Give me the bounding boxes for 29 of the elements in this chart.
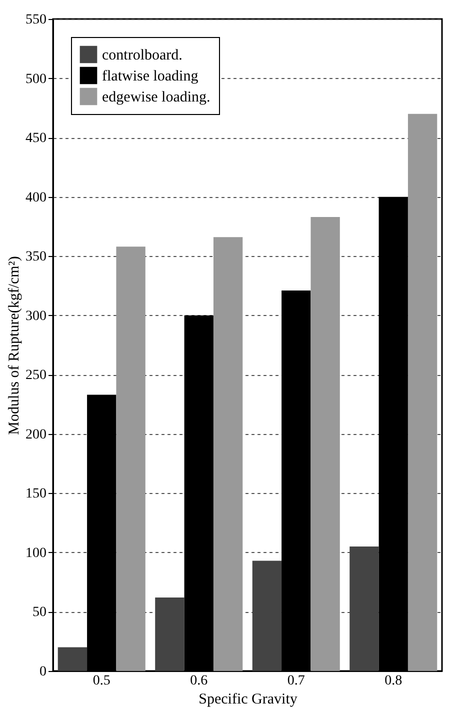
bar: [408, 114, 438, 671]
legend-label: edgewise loading.: [102, 90, 210, 106]
y-tick-label: 200: [26, 427, 46, 442]
x-tick-label: 0.7: [287, 674, 305, 688]
y-tick-label: 450: [26, 131, 46, 146]
x-tick-label: 0.8: [384, 674, 402, 688]
y-tick-label: 500: [26, 72, 46, 87]
y-tick-label: 0: [40, 664, 46, 680]
y-tick-label: 300: [26, 308, 46, 324]
bar: [58, 647, 88, 671]
legend-label: controlboard.: [102, 48, 182, 64]
bar: [310, 216, 340, 671]
y-tick-label: 150: [26, 486, 46, 502]
bar: [116, 246, 146, 671]
legend-label: flatwise loading: [102, 68, 199, 84]
y-tick-label: 550: [26, 12, 46, 28]
bar: [213, 237, 243, 671]
x-axis-title: Specific Gravity: [198, 692, 298, 708]
bar: [252, 560, 282, 671]
y-tick-label: 50: [32, 605, 46, 620]
y-tick-label: 250: [26, 368, 46, 384]
y-tick-label: 350: [26, 250, 46, 265]
x-tick-label: 0.5: [92, 674, 110, 688]
bar: [350, 546, 379, 671]
bar: [155, 598, 184, 671]
y-tick-label: 100: [26, 546, 46, 561]
y-axis-title: Modulus of Rupture(kgf/cm²): [6, 256, 22, 435]
x-tick-label: 0.6: [190, 674, 208, 688]
y-tick-label: 400: [26, 190, 46, 206]
